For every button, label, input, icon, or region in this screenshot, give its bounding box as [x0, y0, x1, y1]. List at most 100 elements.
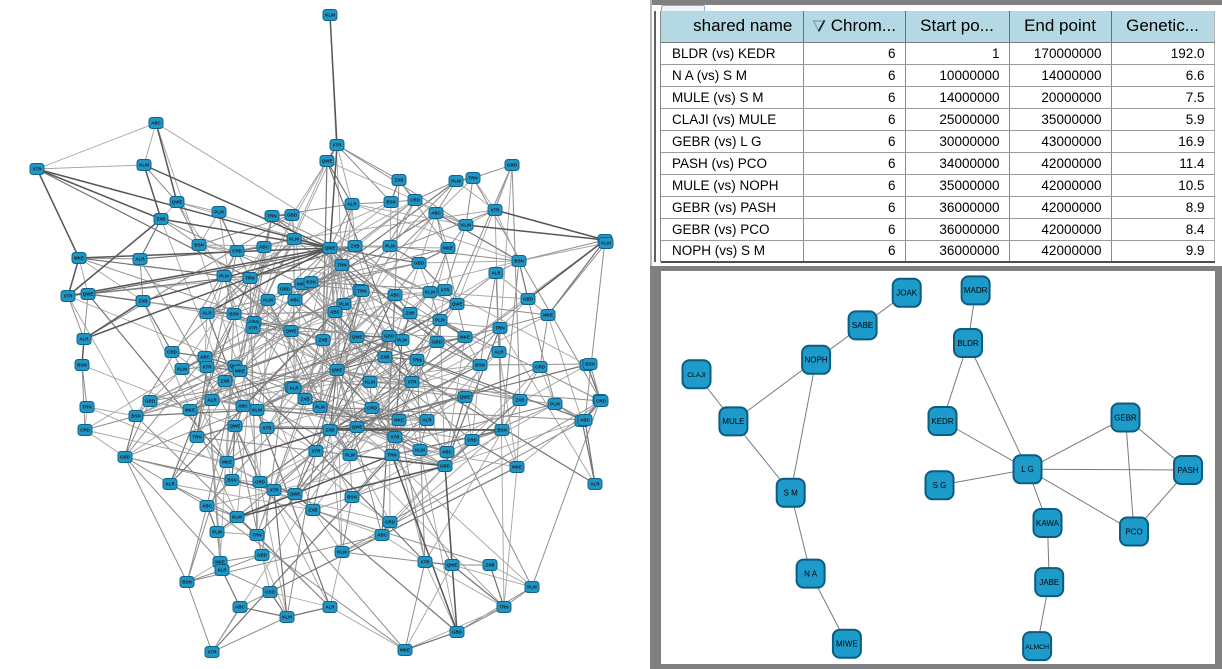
svg-text:MULE: MULE — [722, 417, 744, 426]
svg-text:TRN: TRN — [82, 405, 91, 410]
svg-text:SABE: SABE — [852, 321, 873, 330]
svg-text:ALR: ALR — [79, 337, 89, 342]
svg-text:TRN: TRN — [412, 358, 421, 363]
svg-text:S M: S M — [784, 489, 799, 498]
svg-text:CLAJI: CLAJI — [687, 372, 706, 379]
svg-text:ZXB: ZXB — [139, 299, 149, 304]
svg-text:ZXB: ZXB — [395, 178, 405, 183]
svg-text:ALR: ALR — [202, 311, 212, 316]
svg-text:QWE: QWE — [352, 425, 363, 430]
svg-text:MKE: MKE — [74, 256, 84, 261]
svg-text:ALR: ALR — [207, 398, 217, 403]
svg-text:QWE: QWE — [447, 563, 458, 568]
svg-text:ABC: ABC — [290, 298, 300, 303]
svg-text:PLM: PLM — [345, 453, 355, 458]
svg-text:MKE: MKE — [297, 282, 307, 287]
svg-text:KAWA: KAWA — [1036, 519, 1060, 528]
svg-text:ZXB: ZXB — [381, 355, 391, 360]
svg-text:PLM: PLM — [397, 338, 407, 343]
svg-text:QWE: QWE — [290, 492, 301, 497]
svg-text:PASH: PASH — [1177, 466, 1198, 475]
svg-text:XTR: XTR — [408, 380, 418, 385]
svg-text:CRD: CRD — [410, 198, 420, 203]
svg-text:MKE: MKE — [215, 560, 225, 565]
svg-text:BSN: BSN — [306, 280, 316, 285]
svg-text:KLM: KLM — [282, 615, 292, 620]
svg-text:BSN: BSN — [514, 259, 524, 264]
svg-text:KLM: KLM — [289, 237, 299, 242]
svg-text:MADR: MADR — [964, 286, 988, 295]
svg-text:JOAK: JOAK — [896, 289, 918, 298]
svg-text:XTR: XTR — [270, 488, 280, 493]
svg-text:NOPH: NOPH — [805, 356, 828, 365]
svg-text:BSN: BSN — [585, 362, 595, 367]
svg-text:ABC: ABC — [580, 418, 590, 423]
svg-text:XTR: XTR — [203, 365, 213, 370]
svg-text:KLM: KLM — [425, 290, 435, 295]
svg-text:ABC: ABC — [431, 211, 441, 216]
svg-text:ABC: ABC — [238, 404, 248, 409]
svg-text:GBD: GBD — [507, 163, 518, 168]
svg-text:ABC: ABC — [390, 293, 400, 298]
svg-text:GBD: GBD — [523, 297, 534, 302]
svg-text:QWE: QWE — [352, 335, 363, 340]
svg-text:MIWE: MIWE — [836, 640, 858, 649]
svg-text:BSN: BSN — [347, 495, 357, 500]
svg-text:ABC: ABC — [200, 355, 210, 360]
svg-text:QWE: QWE — [460, 395, 471, 400]
svg-text:PLM: PLM — [214, 210, 224, 215]
svg-text:KLM: KLM — [365, 380, 375, 385]
svg-text:PLM: PLM — [315, 405, 325, 410]
svg-text:MKE: MKE — [443, 246, 453, 251]
svg-text:XTR: XTR — [249, 326, 259, 331]
svg-text:KLM: KLM — [252, 408, 262, 413]
svg-text:CRD: CRD — [80, 428, 90, 433]
svg-text:QWE: QWE — [325, 246, 336, 251]
svg-text:QWE: QWE — [230, 424, 241, 429]
svg-text:PLM: PLM — [550, 402, 560, 407]
svg-text:ALR: ALR — [494, 350, 504, 355]
svg-text:XTR: XTR — [64, 294, 74, 299]
svg-text:GBD: GBD — [287, 213, 298, 218]
svg-text:TRN: TRN — [387, 453, 396, 458]
svg-text:TRN: TRN — [267, 214, 276, 219]
svg-text:ABC: ABC — [377, 533, 387, 538]
svg-text:TRN: TRN — [192, 435, 201, 440]
svg-text:TRN: TRN — [468, 176, 477, 181]
svg-text:KLM: KLM — [601, 241, 611, 246]
svg-text:CRD: CRD — [385, 520, 395, 525]
svg-text:CRD: CRD — [367, 406, 377, 411]
svg-text:XTR: XTR — [263, 426, 273, 431]
svg-text:MKE: MKE — [512, 465, 522, 470]
svg-text:PLM: PLM — [219, 274, 229, 279]
svg-text:GBD: GBD — [452, 630, 463, 635]
svg-text:XTR: XTR — [391, 435, 401, 440]
svg-text:TRN: TRN — [245, 276, 254, 281]
svg-text:MKE: MKE — [235, 369, 245, 374]
svg-text:CRD: CRD — [535, 365, 545, 370]
svg-text:ZXB: ZXB — [326, 428, 336, 433]
svg-text:CRD: CRD — [167, 350, 177, 355]
svg-text:CRD: CRD — [596, 399, 606, 404]
svg-text:PCO: PCO — [1125, 527, 1142, 536]
svg-text:QWE: QWE — [322, 159, 333, 164]
svg-text:BSN: BSN — [229, 312, 239, 317]
svg-text:ZXB: ZXB — [351, 244, 361, 249]
svg-text:PLM: PLM — [339, 302, 349, 307]
svg-text:XTR: XTR — [333, 143, 343, 148]
svg-text:GBD: GBD — [384, 334, 395, 339]
svg-text:N A: N A — [804, 569, 818, 578]
svg-text:KLM: KLM — [415, 448, 425, 453]
svg-text:ABC: ABC — [151, 121, 161, 126]
svg-text:KLM: KLM — [263, 298, 273, 303]
svg-text:CRD: CRD — [467, 438, 477, 443]
svg-text:QWE: QWE — [172, 200, 183, 205]
svg-text:KLM: KLM — [337, 550, 347, 555]
svg-text:MKE: MKE — [394, 418, 404, 423]
svg-text:TRN: TRN — [357, 289, 366, 294]
svg-text:BSN: BSN — [77, 363, 87, 368]
svg-text:CRD: CRD — [232, 249, 242, 254]
svg-text:BSN: BSN — [194, 243, 204, 248]
svg-text:ZXB: ZXB — [301, 397, 311, 402]
svg-text:QWE: QWE — [83, 292, 94, 297]
